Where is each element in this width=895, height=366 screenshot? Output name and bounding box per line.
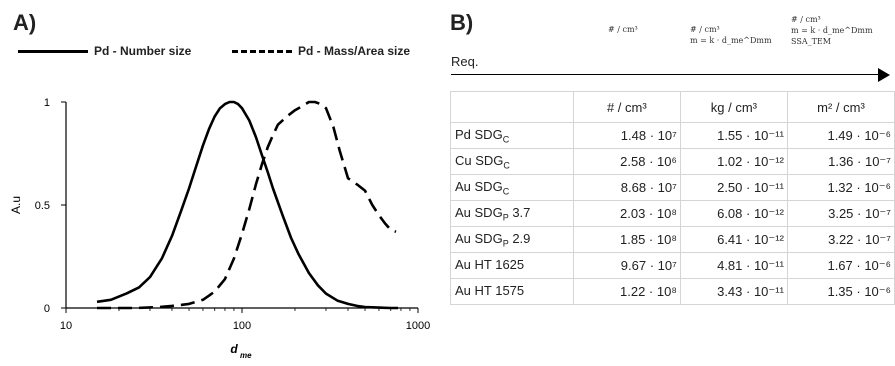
table-cell: 1.55 · 10⁻¹¹: [679, 122, 788, 149]
table-cell: 8.68 · 10⁷: [572, 174, 681, 201]
table-cell: 2.03 · 10⁸: [572, 200, 681, 227]
row-label-text: Au HT 1625: [455, 256, 525, 272]
table-row: Pd SDGC 1.48 · 10⁷ 1.55 · 10⁻¹¹ 1.49 · 10⁻⁶: [450, 122, 895, 149]
table-cell: 3.22 · 10⁻⁷: [786, 226, 895, 253]
header-note-3-line-3: SSA_TEM: [791, 37, 831, 46]
legend-item-mass: Pd - Mass/Area size: [232, 44, 410, 58]
header-note-3-line-2: m = k · d_me^Dmm: [791, 26, 873, 35]
table-cell: 1.35 · 10⁻⁶: [786, 278, 895, 305]
row-label-subscript: C: [503, 160, 510, 171]
row-label-text: Au HT 1575: [455, 282, 525, 298]
table-cell: 6.08 · 10⁻¹²: [679, 200, 788, 227]
row-label-text: Cu SDG: [455, 152, 504, 168]
column-header-area: m² / cm³: [786, 91, 895, 123]
row-label-text: Au SDG: [455, 204, 503, 220]
header-note-3: # / cm³ m = k · d_me^Dmm SSA_TEM: [791, 14, 873, 47]
header-note-1-line-1: # / cm³: [608, 25, 638, 34]
row-label: Pd SDGC: [450, 122, 574, 149]
legend-solid-label: Pd - Number size: [94, 44, 192, 58]
row-label-subscript: C: [502, 134, 510, 145]
table-cell: 9.67 · 10⁷: [572, 252, 681, 279]
row-label-text: Au SDG: [455, 230, 503, 246]
y-tick-label: 0: [44, 303, 50, 315]
header-note-2-line-1: # / cm³: [690, 25, 720, 34]
table-row: Au SDGC 8.68 · 10⁷ 2.50 · 10⁻¹¹ 1.32 · 10⁻⁶: [450, 174, 895, 201]
table-cell: 6.41 · 10⁻¹²: [679, 226, 788, 253]
requirement-arrow-line: [451, 74, 879, 75]
legend-solid-swatch: [18, 49, 88, 53]
table-row: Cu SDGC 2.58 · 10⁶ 1.02 · 10⁻¹² 1.36 · 10⁻⁷: [450, 148, 895, 175]
panel-b-label: B): [450, 10, 474, 35]
table-cell: 1.36 · 10⁻⁷: [786, 148, 895, 175]
legend-dashed-label: Pd - Mass/Area size: [298, 44, 411, 58]
series-line-mass-area: [97, 100, 397, 310]
column-header-number: # / cm³: [572, 91, 681, 123]
table-cell: 2.50 · 10⁻¹¹: [679, 174, 788, 201]
header-note-2-line-2: m = k · d_me^Dmm: [690, 36, 772, 45]
table-cell: 1.48 · 10⁷: [572, 122, 681, 149]
req-label: Req.: [451, 54, 479, 69]
legend-item-number: Pd - Number size: [18, 44, 191, 58]
x-axis-label-subscript: me: [240, 351, 252, 360]
table-row: Au SDGP 2.9 1.85 · 10⁸ 6.41 · 10⁻¹² 3.22 · …: [450, 226, 895, 253]
x-tick-label: 10: [60, 320, 72, 332]
column-header-mass: kg / cm³: [679, 91, 788, 123]
table-cell: 2.58 · 10⁶: [572, 148, 681, 175]
table-cell: 1.49 · 10⁻⁶: [786, 122, 895, 149]
y-tick-label: 0.5: [35, 200, 50, 212]
results-table: # / cm³ kg / cm³ m² / cm³ Pd SDGC 1.48 · …: [450, 91, 895, 305]
chart-legend: Pd - Number size Pd - Mass/Area size: [10, 44, 440, 64]
legend-dashed-swatch: [232, 49, 292, 53]
row-label: Au SDGC: [450, 174, 574, 201]
row-label: Cu SDGC: [450, 148, 574, 175]
row-label-suffix: 2.9: [508, 230, 531, 246]
x-tick-label: 1000: [406, 320, 430, 332]
header-note-2: # / cm³ m = k · d_me^Dmm: [690, 24, 772, 46]
row-label: Au HT 1625: [450, 252, 574, 279]
row-label: Au SDGP 2.9: [450, 226, 574, 253]
y-axis-label: A.u: [9, 196, 23, 214]
table-cell: 3.43 · 10⁻¹¹: [679, 278, 788, 305]
panel-a-label: A): [13, 10, 37, 35]
row-label-subscript: C: [502, 186, 510, 197]
line-chart: 0 0.5 1 10 100 1000 A.u d me: [9, 97, 430, 360]
row-label-text: Pd SDG: [455, 126, 503, 142]
table-cell: 4.81 · 10⁻¹¹: [679, 252, 788, 279]
y-tick-label: 1: [44, 97, 50, 109]
table-body: Pd SDGC 1.48 · 10⁷ 1.55 · 10⁻¹¹ 1.49 · 10⁻⁶…: [450, 122, 895, 305]
row-label-text: Au SDG: [455, 178, 503, 194]
header-note-1: # / cm³: [608, 24, 638, 35]
row-label-subscript: P: [502, 212, 509, 223]
table-cell: 1.02 · 10⁻¹²: [679, 148, 788, 175]
table-cell: 1.32 · 10⁻⁶: [786, 174, 895, 201]
arrow-head-icon: [878, 68, 890, 82]
row-label-suffix: 3.7: [508, 204, 531, 220]
table-cell: 1.85 · 10⁸: [572, 226, 681, 253]
header-empty-cell: [450, 91, 574, 123]
row-label-subscript: P: [502, 238, 509, 249]
row-label: Au SDGP 3.7: [450, 200, 574, 227]
table-cell: 1.22 · 10⁸: [572, 278, 681, 305]
table-header-row: # / cm³ kg / cm³ m² / cm³: [450, 91, 895, 123]
row-label: Au HT 1575: [450, 278, 574, 305]
series-line-number: [96, 100, 398, 310]
table-cell: 1.67 · 10⁻⁶: [786, 252, 895, 279]
x-axis-label: d: [230, 342, 238, 356]
table-row: Au HT 1625 9.67 · 10⁷ 4.81 · 10⁻¹¹ 1.67 · 1…: [450, 252, 895, 279]
table-cell: 3.25 · 10⁻⁷: [786, 200, 895, 227]
header-note-3-line-1: # / cm³: [791, 15, 821, 24]
x-tick-label: 100: [233, 320, 251, 332]
table-row: Au HT 1575 1.22 · 10⁸ 3.43 · 10⁻¹¹ 1.35 · 1…: [450, 278, 895, 305]
table-row: Au SDGP 3.7 2.03 · 10⁸ 6.08 · 10⁻¹² 3.25 · …: [450, 200, 895, 227]
